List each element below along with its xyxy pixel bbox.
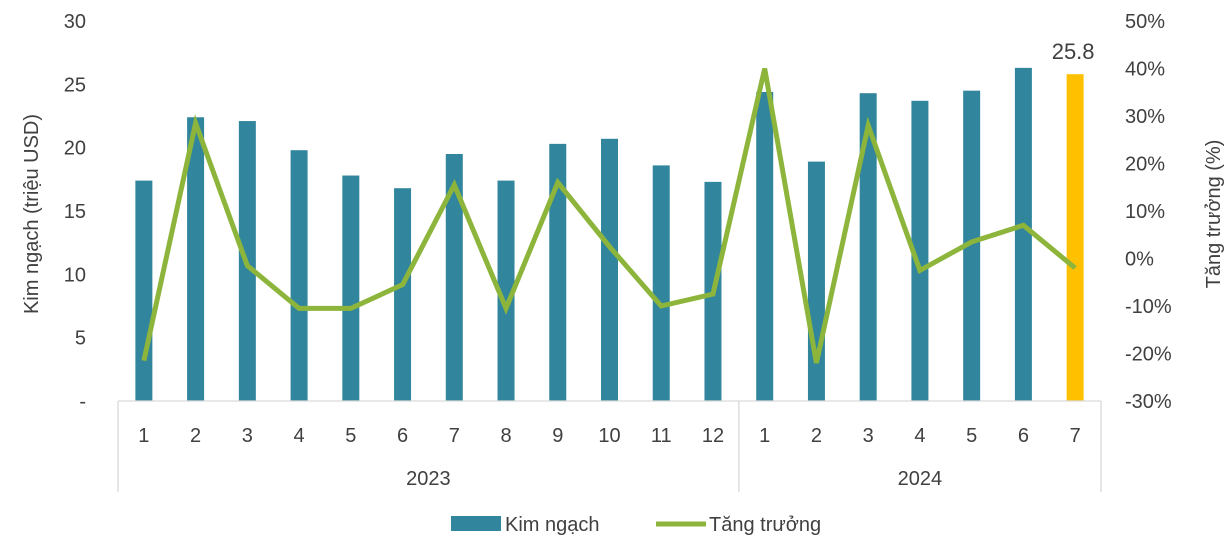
data-labels: 25.8 bbox=[1052, 39, 1095, 64]
bar bbox=[445, 154, 463, 401]
category-label: 5 bbox=[966, 425, 977, 447]
bar bbox=[497, 180, 515, 401]
category-label: 7 bbox=[1070, 425, 1081, 447]
left-tick-label: - bbox=[79, 391, 86, 413]
group-label: 2023 bbox=[406, 468, 451, 490]
category-label: 5 bbox=[345, 425, 356, 447]
right-tick-label: -10% bbox=[1125, 296, 1172, 318]
left-tick-label: 10 bbox=[64, 264, 86, 286]
bar-highlight bbox=[1066, 74, 1084, 401]
bar bbox=[394, 188, 412, 401]
left-axis-title: Kim ngạch (triệu USD) bbox=[21, 114, 43, 314]
category-label: 6 bbox=[397, 425, 408, 447]
left-axis-ticks: - 5 10 15 20 25 30 bbox=[64, 11, 86, 413]
category-label: 4 bbox=[294, 425, 305, 447]
left-tick-label: 30 bbox=[64, 11, 86, 33]
category-label: 7 bbox=[449, 425, 460, 447]
right-tick-label: 50% bbox=[1125, 11, 1165, 33]
legend: Kim ngạch Tăng trưởng bbox=[451, 514, 821, 536]
category-label: 4 bbox=[914, 425, 925, 447]
left-tick-label: 5 bbox=[75, 328, 86, 350]
left-tick-label: 15 bbox=[64, 201, 86, 223]
bar bbox=[549, 143, 567, 401]
right-tick-label: -20% bbox=[1125, 344, 1172, 366]
category-label: 2 bbox=[190, 425, 201, 447]
right-axis-ticks: -30% -20% -10% 0% 10% 20% 30% 40% 50% bbox=[1125, 11, 1172, 413]
bar bbox=[807, 161, 825, 401]
bar bbox=[963, 90, 981, 402]
category-label: 1 bbox=[759, 425, 770, 447]
group-label: 2024 bbox=[898, 468, 943, 490]
category-label: 8 bbox=[500, 425, 511, 447]
bar bbox=[290, 150, 308, 401]
category-label: 3 bbox=[242, 425, 253, 447]
left-tick-label: 25 bbox=[64, 74, 86, 96]
category-label: 11 bbox=[651, 425, 672, 447]
bar bbox=[652, 165, 670, 401]
bar-series bbox=[135, 67, 1084, 402]
legend-label: Tăng trưởng bbox=[709, 514, 821, 536]
legend-label: Kim ngạch bbox=[505, 514, 600, 536]
legend-swatch-bar bbox=[451, 516, 501, 531]
category-label: 10 bbox=[598, 425, 620, 447]
right-tick-label: 10% bbox=[1125, 201, 1165, 223]
right-tick-label: -30% bbox=[1125, 391, 1172, 413]
bar bbox=[859, 93, 877, 401]
right-tick-label: 20% bbox=[1125, 154, 1165, 176]
category-label: 2 bbox=[811, 425, 822, 447]
bar bbox=[911, 100, 929, 402]
right-tick-label: 30% bbox=[1125, 106, 1165, 128]
category-label: 1 bbox=[138, 425, 149, 447]
bar bbox=[342, 175, 360, 401]
category-label: 3 bbox=[863, 425, 874, 447]
category-label: 12 bbox=[702, 425, 724, 447]
right-tick-label: 40% bbox=[1125, 59, 1165, 81]
left-tick-label: 20 bbox=[64, 138, 86, 160]
bar bbox=[1014, 67, 1032, 401]
bar bbox=[135, 180, 153, 401]
bar bbox=[187, 117, 205, 402]
line-series bbox=[141, 67, 1077, 364]
right-axis-title: Tăng trưởng (%) bbox=[1203, 140, 1225, 289]
right-tick-label: 0% bbox=[1125, 249, 1154, 271]
category-label: 9 bbox=[552, 425, 563, 447]
category-label: 6 bbox=[1018, 425, 1029, 447]
bar-data-label: 25.8 bbox=[1052, 39, 1095, 64]
bar bbox=[756, 91, 774, 401]
bar bbox=[601, 138, 618, 402]
